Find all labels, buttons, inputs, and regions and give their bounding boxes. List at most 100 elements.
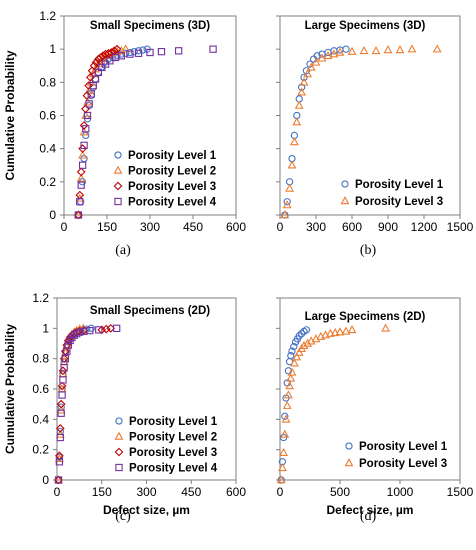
- panel-2-x-tick-label: 1200: [411, 220, 438, 234]
- panel-4-series-1-point: [302, 326, 311, 334]
- panel-1-series-3-point: [96, 53, 106, 62]
- panel-2-series-2-point: [306, 62, 316, 71]
- panel-2-series-1-point: [283, 198, 291, 206]
- panel-1-series-4-point: [157, 48, 166, 56]
- panel-1-y-tick-label: 0: [49, 208, 56, 222]
- panel-1-series-4-point: [76, 198, 84, 206]
- panel-4-series-1-point: [281, 412, 289, 420]
- panel-2-series-2-point: [280, 210, 290, 219]
- panel-2-series-1-point: [302, 67, 311, 75]
- panel-1-series-4-point: [82, 125, 90, 133]
- panel-1-x-tick-label: 150: [97, 220, 117, 234]
- panel-1-y-tick-label: 0.2: [39, 175, 56, 189]
- panel-4-series-2-point: [330, 328, 340, 337]
- panel-3-series-2-point: [57, 384, 67, 393]
- panel-2-series-2-point: [432, 44, 442, 53]
- panel-4-series-2-point: [285, 381, 295, 390]
- panel-1-legend-label-4: Porosity Level 4: [128, 197, 217, 209]
- panel-1-series-3-point: [104, 48, 113, 58]
- panel-2-series-2-point: [292, 117, 302, 126]
- panel-1-series-1-point: [134, 47, 143, 55]
- panel-1-series-2-point: [84, 85, 94, 94]
- panel-1-series-4-point: [87, 90, 95, 98]
- panel-4-legend-marker-2: [344, 458, 354, 467]
- panel-4-series-2-point: [279, 447, 289, 456]
- panel-4-series-2-point: [299, 340, 309, 350]
- panel-4-caption: (d): [360, 509, 377, 524]
- panel-4-series-1-point: [295, 332, 303, 340]
- panel-2-title: Large Specimens (3D): [305, 20, 426, 32]
- panel-3-series-3-point: [101, 324, 111, 334]
- panel-2-series-2-point: [289, 137, 299, 146]
- panel-1-series-1-point: [80, 154, 88, 163]
- panel-3-series-4-point: [61, 355, 70, 363]
- panel-4-x-tick-label: 0: [277, 485, 284, 499]
- panel-4-series-1-point: [288, 347, 296, 355]
- panel-1-x-tick-label: 600: [226, 220, 246, 234]
- panel-1-series-2-point: [76, 173, 86, 182]
- panel-3-series-3-point: [56, 399, 66, 409]
- panel-3-series-4-point: [95, 326, 103, 334]
- panel-4-x-axis-title: Defect size, µm: [327, 503, 414, 517]
- panel-2-x-tick-label: 0: [277, 220, 284, 234]
- panel-2-series-2-point: [311, 57, 321, 66]
- panel-1-series-3-point: [82, 91, 92, 100]
- panel-1-x-tick-label: 300: [140, 220, 160, 234]
- panel-3-y-tick-label: 0: [42, 473, 49, 487]
- panel-4-series-2-point: [280, 429, 290, 438]
- panel-2-series-2-point: [329, 49, 339, 58]
- panel-1-y-tick-label: 0.4: [39, 142, 56, 156]
- panel-1-legend-marker-1: [114, 151, 122, 159]
- panel-1-series-4-point: [175, 47, 183, 55]
- panel-3-series-4-point: [76, 328, 84, 336]
- panel-3-y-tick-label: 1.2: [32, 291, 49, 305]
- panel-3-x-tick-label: 150: [92, 485, 112, 499]
- panel-3-series-4-point: [64, 341, 72, 349]
- panel-4-legend-marker-1: [345, 442, 353, 450]
- panel-2-x-tick-label: 300: [306, 220, 326, 234]
- panel-1-series-1-point: [82, 131, 90, 140]
- panel-2-series-2-point: [282, 200, 292, 209]
- panel-2-caption: (b): [360, 243, 377, 258]
- panel-1-series-3-point: [79, 121, 89, 130]
- panel-3-series-4-point: [60, 364, 68, 372]
- panel-4-x-tick-label: 1500: [447, 485, 474, 499]
- panel-2-legend-label-2: Porosity Level 3: [355, 196, 443, 208]
- panel-1-series-4-point: [83, 111, 92, 120]
- panel-3-y-tick-label: 0.8: [32, 352, 49, 366]
- panel-2-x-tick-label: 1500: [447, 220, 474, 234]
- panel-3-series-4-point: [86, 326, 94, 335]
- panel-1-series-4-point: [134, 49, 143, 57]
- panel-1-y-axis-title: Cumulative Probability: [3, 50, 17, 180]
- panel-1-y-tick-label: 0.6: [39, 109, 56, 123]
- panel-2-series-2-point: [303, 69, 313, 78]
- panel-2-series-2-point: [285, 183, 295, 192]
- panel-1-series-3-point: [78, 144, 88, 154]
- panel-1-legend-label-1: Porosity Level 1: [128, 150, 217, 162]
- panel-2-legend-marker-1: [341, 180, 349, 188]
- panel-4-series-2-point: [281, 414, 291, 423]
- panel-1-series-4-point: [85, 100, 93, 108]
- panel-3-legend-label-4: Porosity Level 4: [129, 463, 218, 475]
- panel-1-series-4-point: [77, 181, 85, 189]
- panel-3-series-3-point: [55, 424, 65, 433]
- panel-3-y-tick-label: 0.6: [32, 382, 49, 396]
- panel-1-series-4-point: [146, 48, 154, 57]
- panel-2-series-1-point: [342, 45, 350, 53]
- panel-4-series-1-point: [287, 351, 295, 360]
- panel-1-caption: (a): [115, 243, 131, 258]
- panel-4-series-2-point: [292, 352, 302, 361]
- panel-4-series-2-point: [286, 373, 296, 382]
- panel-4-series-2-point: [287, 367, 297, 376]
- panel-2-series-2-point: [347, 46, 357, 55]
- panel-4-series-2-point: [325, 328, 335, 337]
- panel-3-series-3-point: [55, 451, 64, 461]
- panel-3-legend-label-1: Porosity Level 1: [129, 416, 218, 428]
- panel-1-series-3-point: [84, 81, 94, 91]
- panel-2-series-2-point: [287, 160, 297, 169]
- panel-1-series-3-point: [91, 58, 101, 67]
- panel-1-series-4-point: [126, 50, 134, 58]
- panel-2-series-1-point: [313, 52, 321, 60]
- panel-3-series-4-point: [59, 376, 67, 384]
